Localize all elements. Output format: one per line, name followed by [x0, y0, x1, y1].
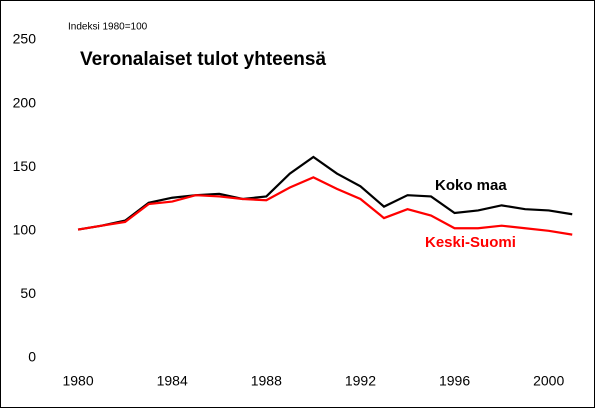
chart-title: Veronalaiset tulot yhteensä [80, 49, 326, 70]
y-tick-label: 100 [13, 222, 37, 238]
x-tick-label: 2000 [533, 373, 564, 389]
y-tick-label: 250 [13, 31, 37, 47]
x-tick-label: 1984 [157, 373, 188, 389]
chart-subtitle: Indeksi 1980=100 [68, 22, 148, 33]
x-tick-label: 1980 [62, 373, 93, 389]
series-label: Koko maa [435, 177, 507, 194]
y-tick-label: 50 [20, 285, 36, 301]
series-label: Keski-Suomi [425, 234, 516, 251]
y-tick-label: 150 [13, 158, 37, 174]
series-line [77, 155, 573, 231]
y-tick-label: 0 [28, 349, 36, 365]
series-line [77, 176, 573, 236]
x-tick-label: 1992 [345, 373, 376, 389]
x-tick-label: 1996 [439, 373, 470, 389]
y-tick-label: 200 [13, 94, 37, 110]
x-tick-label: 1988 [251, 373, 282, 389]
